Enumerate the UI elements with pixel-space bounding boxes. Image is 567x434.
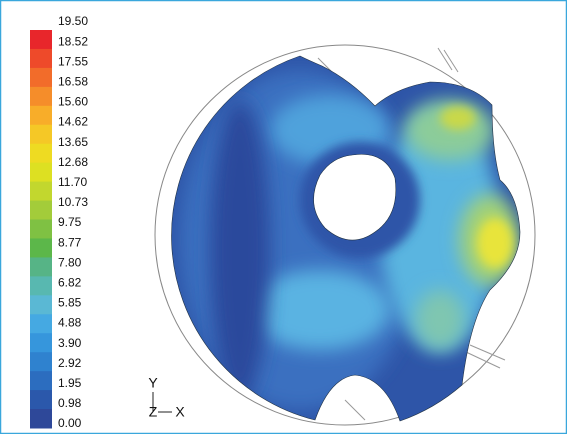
legend-swatch [30,181,52,202]
legend-label: 9.75 [58,215,82,229]
legend-label: 16.58 [58,74,88,88]
legend-label: 2.92 [58,356,82,370]
axis-label: Y [148,375,158,391]
legend-label: 3.90 [58,336,82,350]
legend-swatch [30,238,52,258]
axis-label: Z [149,404,158,420]
legend-swatch [30,67,52,88]
legend-label: 10.73 [58,195,88,209]
legend-swatch [30,143,52,164]
legend-label: 0.98 [58,396,82,410]
legend-label: 14.62 [58,115,88,129]
legend-label: 1.95 [58,376,82,390]
legend-swatch [30,333,52,353]
legend-swatch [30,371,52,391]
legend-label: 15.60 [58,95,88,109]
legend-label: 17.55 [58,54,88,68]
legend-label: 7.80 [58,255,82,269]
legend-label: 4.88 [58,316,82,330]
legend-swatch [30,200,52,221]
legend-label: 5.85 [58,296,82,310]
legend-label: 0.00 [58,416,82,430]
legend-swatch [30,390,52,410]
axis-triad: Y Z X [148,375,185,420]
geometry-lines [311,47,506,421]
legend-swatch [30,257,52,277]
legend-swatch [30,276,52,296]
legend-label: 19.50 [58,14,88,28]
legend: 19.50 18.52 17.55 16.58 15.60 14.62 13.65 12.68… [30,14,88,430]
legend-label: 6.82 [58,275,82,289]
legend-swatch [30,295,52,315]
legend-swatch [30,409,52,429]
legend-swatch [30,124,52,145]
legend-label: 12.68 [58,155,88,169]
legend-swatch [30,219,52,239]
legend-label: 8.77 [58,235,82,249]
legend-swatch [30,86,52,107]
legend-label: 18.52 [58,34,88,48]
legend-label: 11.70 [58,175,87,189]
legend-swatch [30,105,52,126]
legend-swatch [30,48,52,69]
legend-swatch [30,30,52,50]
legend-swatch [30,162,52,183]
legend-label: 13.65 [58,135,88,149]
legend-swatch [30,352,52,372]
legend-swatch [30,314,52,334]
axis-label: X [175,404,185,420]
